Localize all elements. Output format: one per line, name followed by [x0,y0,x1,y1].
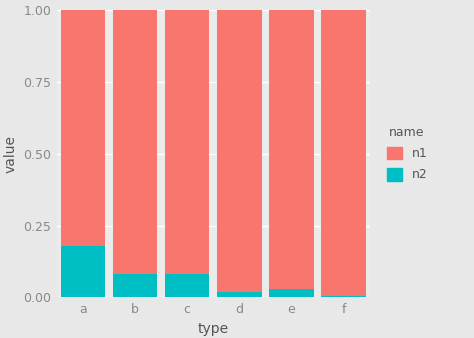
Bar [217,10,262,292]
Legend: n1, n2: n1, n2 [379,119,435,189]
Bar [113,274,157,297]
Bar [113,10,157,274]
Bar [165,274,210,297]
Bar [269,10,314,289]
X-axis label: type: type [198,321,229,336]
Bar [61,246,105,297]
Bar [269,289,314,297]
Bar [217,292,262,297]
Y-axis label: value: value [4,135,18,173]
Bar [165,10,210,274]
Bar [321,10,366,296]
Bar [61,10,105,246]
Bar [321,296,366,297]
